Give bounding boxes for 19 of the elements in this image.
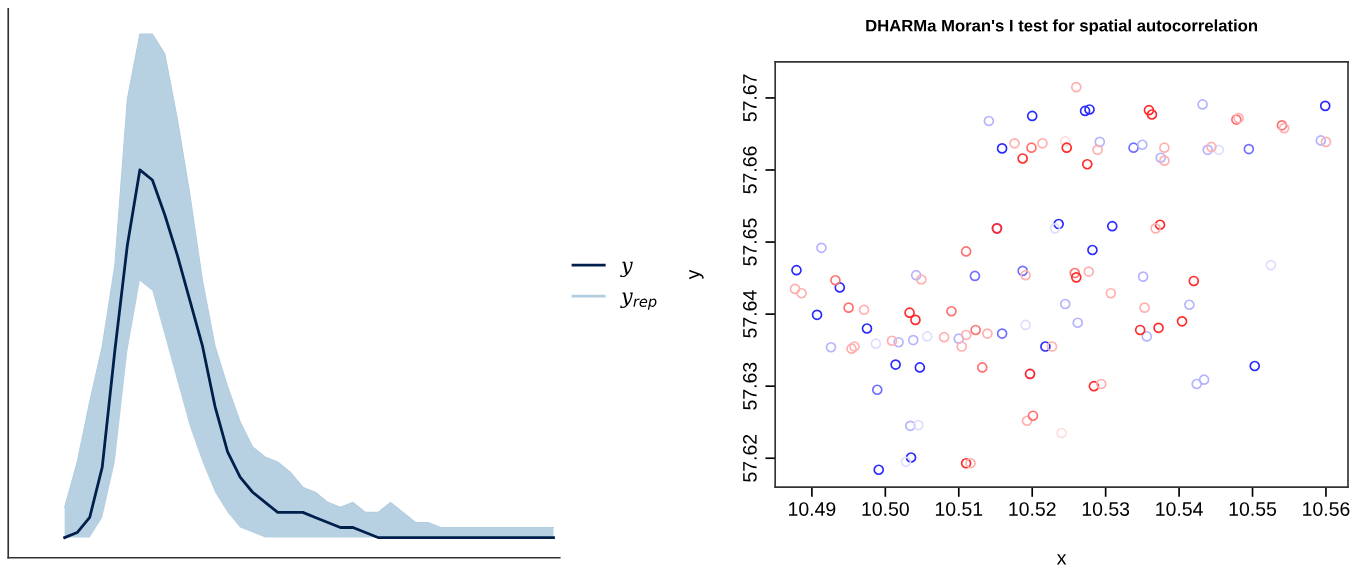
- y-tick-label: 57.62: [742, 434, 757, 482]
- x-tick-label: 10.51: [935, 502, 983, 516]
- y-axis-title: y: [689, 269, 704, 280]
- y-tick-label: 57.63: [742, 362, 757, 410]
- legend-label: y: [620, 261, 633, 278]
- x-tick-label: 10.53: [1082, 502, 1130, 516]
- x-tick-label: 10.50: [862, 502, 909, 516]
- y-tick-label: 57.64: [742, 290, 757, 338]
- chart-title: DHARMa Moran's I test for spatial autocorrelation: [866, 19, 1258, 35]
- y-tick-label: 57.67: [742, 74, 757, 122]
- x-tick-label: 10.49: [789, 502, 836, 516]
- y-tick-label: 57.65: [742, 218, 757, 266]
- x-tick-label: 10.52: [1009, 502, 1056, 516]
- y-tick-label: 57.66: [742, 146, 757, 194]
- x-tick-label: 10.54: [1156, 502, 1203, 516]
- x-tick-label: 10.55: [1229, 502, 1277, 516]
- x-axis-title: x: [1056, 554, 1067, 565]
- x-tick-label: 10.56: [1303, 502, 1350, 516]
- legend-label: y$_{rep}$: [620, 292, 657, 310]
